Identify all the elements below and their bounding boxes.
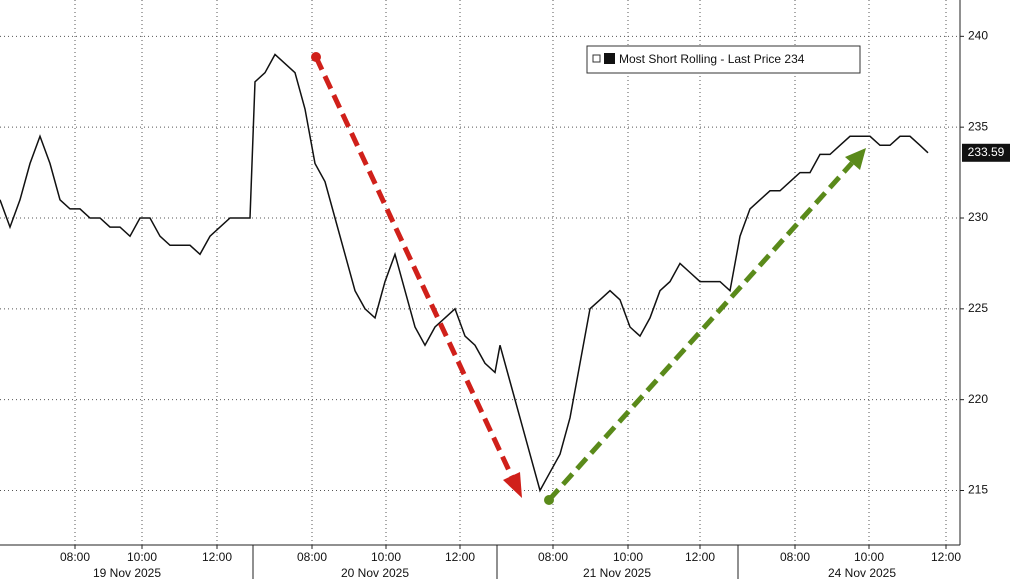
date-label: 19 Nov 2025	[93, 566, 161, 579]
x-tick-label: 08:00	[60, 550, 90, 564]
y-tick-label: 215	[968, 483, 988, 497]
price-line	[0, 53, 929, 493]
last-price-tag	[962, 143, 1010, 162]
x-tick-label: 12:00	[202, 550, 232, 564]
y-tick-label: 220	[968, 392, 988, 406]
legend-toggle[interactable]	[592, 54, 601, 63]
x-tick-label: 10:00	[371, 550, 401, 564]
y-tick-label: 235	[968, 119, 988, 133]
date-label: 20 Nov 2025	[341, 566, 409, 579]
legend-box	[586, 45, 861, 74]
plot-area	[0, 0, 960, 545]
last-price-label: 233.59	[968, 145, 1005, 159]
x-tick-label: 12:00	[445, 550, 475, 564]
x-tick-label: 10:00	[127, 550, 157, 564]
legend-swatch	[604, 53, 615, 64]
date-label: 24 Nov 2025	[828, 566, 896, 579]
y-tick-label: 230	[968, 210, 988, 224]
date-label: 21 Nov 2025	[583, 566, 651, 579]
legend-label: Most Short Rolling - Last Price 234	[619, 52, 805, 66]
legend: Most Short Rolling - Last Price 234	[586, 45, 861, 74]
x-tick-label: 08:00	[780, 550, 810, 564]
y-tick-label: 225	[968, 301, 988, 315]
x-tick-label: 10:00	[854, 550, 884, 564]
y-tick-label: 240	[968, 29, 988, 43]
x-tick-label: 08:00	[538, 550, 568, 564]
x-tick-label: 12:00	[931, 550, 961, 564]
red-arrow	[311, 52, 522, 498]
x-tick-label: 08:00	[297, 550, 327, 564]
x-tick-label: 10:00	[613, 550, 643, 564]
green-arrow	[544, 148, 866, 505]
x-tick-label: 12:00	[685, 550, 715, 564]
